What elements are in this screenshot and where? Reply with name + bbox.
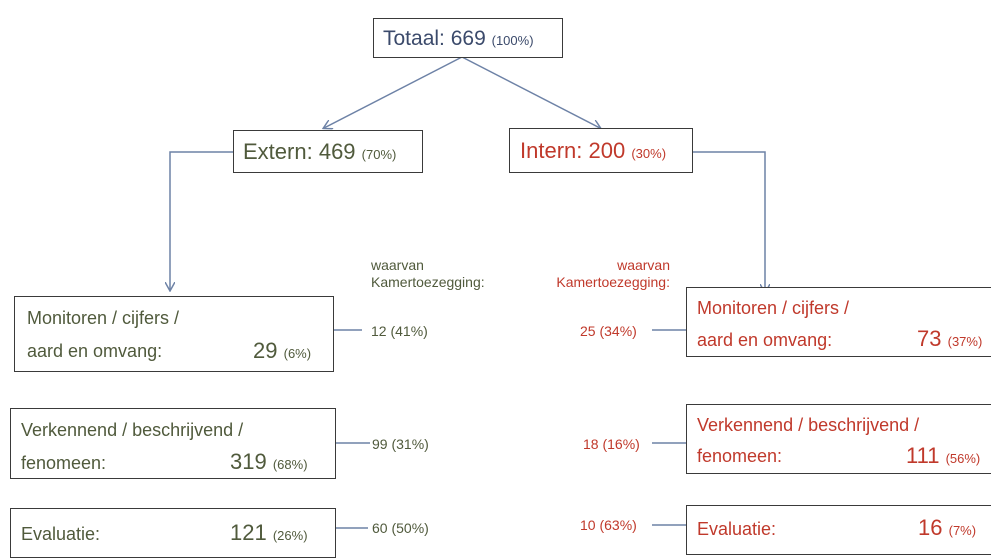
total-value: 669 bbox=[450, 27, 486, 50]
intern-item-3-value: 16 (7%) bbox=[918, 517, 976, 539]
intern-item-1-line2: aard en omvang: bbox=[697, 330, 833, 350]
extern-item-verkennend: Verkennend / beschrijvend / fenomeen: 31… bbox=[10, 408, 336, 479]
intern-box: Intern: 200 (30%) bbox=[509, 128, 693, 173]
waarvan-right-line2: Kamertoezegging: bbox=[556, 274, 670, 290]
extern-box: Extern: 469 (70%) bbox=[233, 130, 423, 173]
intern-item-3-label: Evaluatie: bbox=[697, 519, 777, 539]
intern-item-1-pct: (37%) bbox=[947, 334, 983, 349]
intern-item-2-value: 111 (56%) bbox=[906, 445, 980, 467]
extern-value: 469 bbox=[318, 139, 356, 164]
extern-item-1-value: 29 (6%) bbox=[253, 340, 311, 362]
intern-item-1-line1: Monitoren / cijfers / bbox=[697, 298, 850, 318]
intern-item-3-kamer: 10 (63%) bbox=[580, 517, 637, 533]
intern-item-1-number: 73 bbox=[917, 326, 942, 351]
intern-item-1-value: 73 (37%) bbox=[917, 328, 982, 350]
intern-item-evaluatie: Evaluatie: 16 (7%) bbox=[686, 505, 991, 555]
intern-item-2-line1: Verkennend / beschrijvend / bbox=[697, 415, 920, 435]
extern-item-2-kamer: 99 (31%) bbox=[372, 436, 429, 452]
total-label-text: Totaal: bbox=[383, 27, 445, 50]
waarvan-left-line2: Kamertoezegging: bbox=[371, 274, 485, 290]
extern-item-3-pct: (26%) bbox=[272, 528, 308, 543]
intern-item-monitoren: Monitoren / cijfers / aard en omvang: 73… bbox=[686, 287, 991, 357]
extern-item-2-pct: (68%) bbox=[272, 457, 308, 472]
extern-item-2-line1: Verkennend / beschrijvend / bbox=[21, 420, 244, 440]
intern-item-verkennend: Verkennend / beschrijvend / fenomeen: 11… bbox=[686, 404, 991, 474]
extern-item-evaluatie: Evaluatie: 121 (26%) bbox=[10, 508, 336, 558]
extern-item-2-line2: fenomeen: bbox=[21, 453, 107, 473]
intern-item-1-kamer: 25 (34%) bbox=[580, 323, 637, 339]
intern-label: Intern: 200 (30%) bbox=[520, 140, 666, 162]
intern-item-2-line2: fenomeen: bbox=[697, 446, 783, 466]
arrow-total-intern bbox=[461, 56, 600, 128]
waarvan-left: waarvan Kamertoezegging: bbox=[371, 257, 485, 291]
extern-item-3-value: 121 (26%) bbox=[230, 522, 308, 544]
waarvan-right-line1: waarvan bbox=[617, 257, 670, 273]
intern-item-2-pct: (56%) bbox=[945, 451, 981, 466]
intern-value: 200 bbox=[588, 138, 626, 163]
total-box: Totaal: 669 (100%) bbox=[373, 18, 563, 58]
connector-lines bbox=[0, 56, 991, 529]
arrow-total-extern bbox=[324, 56, 463, 128]
intern-item-2-number: 111 bbox=[906, 443, 940, 468]
extern-item-1-kamer: 12 (41%) bbox=[371, 323, 428, 339]
intern-label-text: Intern: bbox=[520, 138, 583, 163]
extern-item-1-line1: Monitoren / cijfers / bbox=[27, 308, 180, 328]
extern-item-3-kamer: 60 (50%) bbox=[372, 520, 429, 536]
arrow-extern-down bbox=[170, 151, 233, 290]
extern-item-3-number: 121 bbox=[230, 520, 267, 545]
extern-item-1-line2: aard en omvang: bbox=[27, 341, 163, 361]
extern-label-text: Extern: bbox=[243, 139, 313, 164]
extern-item-2-value: 319 (68%) bbox=[230, 451, 308, 473]
extern-pct: (70%) bbox=[361, 147, 397, 162]
extern-item-1-pct: (6%) bbox=[283, 346, 312, 361]
extern-item-3-label: Evaluatie: bbox=[21, 524, 101, 544]
extern-label: Extern: 469 (70%) bbox=[243, 141, 396, 163]
extern-item-2-number: 319 bbox=[230, 449, 267, 474]
arrow-intern-down bbox=[693, 151, 765, 292]
intern-item-2-kamer: 18 (16%) bbox=[583, 436, 640, 452]
extern-item-monitoren: Monitoren / cijfers / aard en omvang: 29… bbox=[14, 296, 334, 372]
intern-item-3-pct: (7%) bbox=[948, 523, 977, 538]
total-label: Totaal: 669 (100%) bbox=[383, 28, 534, 49]
total-pct: (100%) bbox=[491, 33, 534, 48]
extern-item-1-number: 29 bbox=[253, 338, 278, 363]
intern-item-3-number: 16 bbox=[918, 515, 943, 540]
waarvan-right: waarvan Kamertoezegging: bbox=[540, 257, 670, 291]
intern-pct: (30%) bbox=[631, 146, 667, 161]
waarvan-left-line1: waarvan bbox=[371, 257, 424, 273]
